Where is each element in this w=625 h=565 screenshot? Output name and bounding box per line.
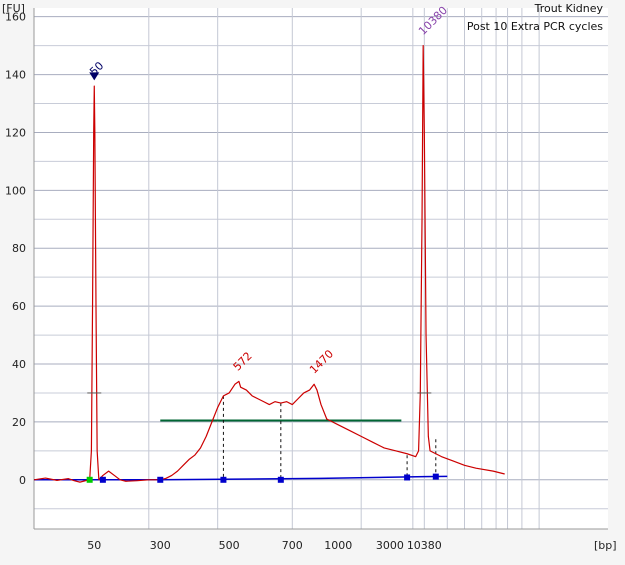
baseline-point bbox=[157, 476, 164, 483]
x-tick-label: 10380 bbox=[407, 539, 442, 552]
x-tick-label: 500 bbox=[219, 539, 240, 552]
lower-marker-triangle-icon bbox=[89, 72, 100, 81]
electropherogram-trace bbox=[33, 45, 505, 483]
y-tick-label: 0 bbox=[19, 474, 26, 487]
y-tick-label: 60 bbox=[12, 300, 26, 313]
baseline-point bbox=[404, 474, 411, 481]
y-tick-label: 140 bbox=[5, 69, 26, 82]
plot-area bbox=[34, 8, 608, 529]
y-tick-label: 80 bbox=[12, 242, 26, 255]
chart-title: Trout Kidney bbox=[534, 2, 604, 15]
y-tick-label: 160 bbox=[5, 11, 26, 24]
y-tick-label: 100 bbox=[5, 184, 26, 197]
y-axis-unit-label: [FU] bbox=[2, 2, 25, 15]
x-tick-label: 3000 bbox=[376, 539, 404, 552]
x-axis-unit-label: [bp] bbox=[594, 539, 617, 552]
y-tick-label: 120 bbox=[5, 126, 26, 139]
y-tick-label: 20 bbox=[12, 416, 26, 429]
baseline-point bbox=[220, 476, 227, 483]
chart-subtitle: Post 10 Extra PCR cycles bbox=[467, 20, 603, 33]
x-axis: 50 300 500 700 1000 3000 10380 bbox=[34, 528, 608, 552]
baseline-point bbox=[432, 473, 439, 480]
y-tick-label: 40 bbox=[12, 358, 26, 371]
run-start-point bbox=[86, 476, 93, 483]
baseline-point bbox=[99, 476, 106, 483]
x-tick-label: 300 bbox=[150, 539, 171, 552]
x-tick-label: 700 bbox=[282, 539, 303, 552]
x-tick-label: 50 bbox=[87, 539, 101, 552]
x-tick-label: 1000 bbox=[324, 539, 352, 552]
baseline-point bbox=[277, 476, 284, 483]
y-axis: 160 140 120 100 80 60 40 20 0 bbox=[5, 8, 35, 529]
grid-lines bbox=[34, 8, 608, 529]
